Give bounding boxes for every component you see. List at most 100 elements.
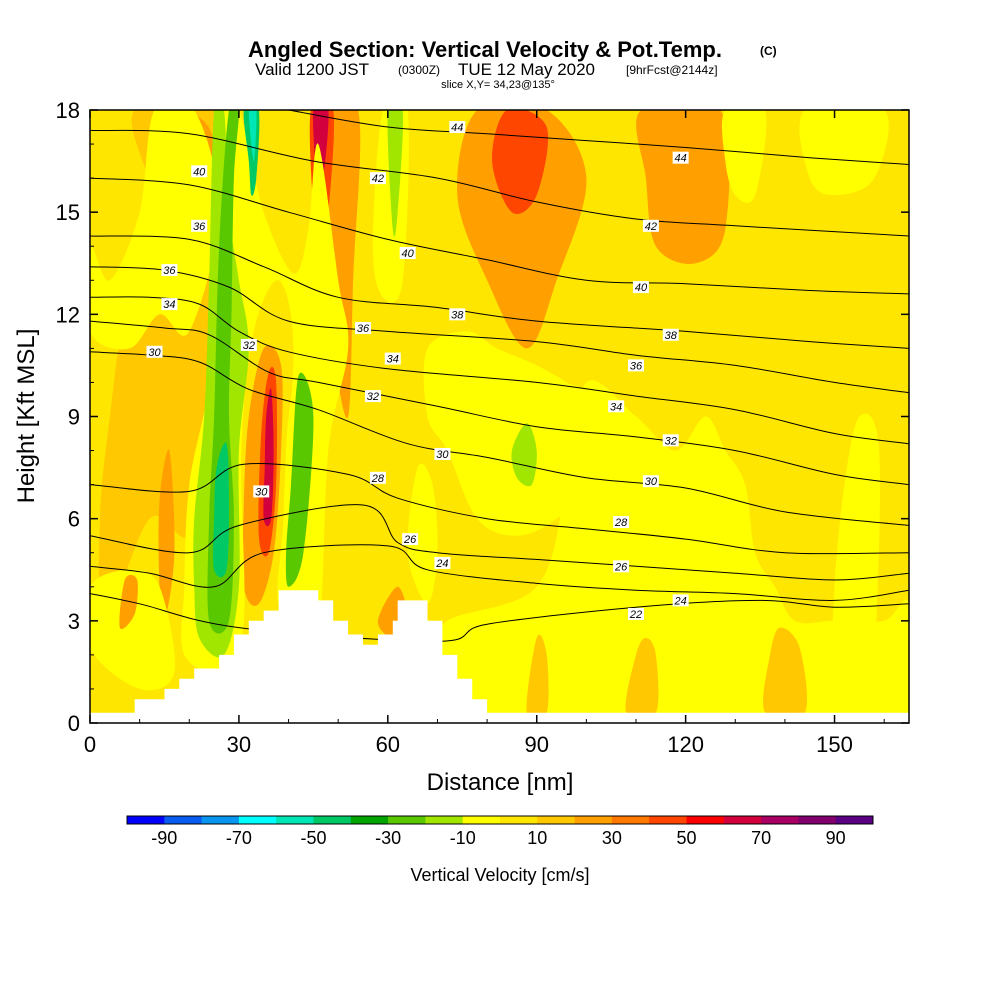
colorbar-ticks: -90 -70 -50 -30 -10 10 30 50 70 90: [151, 828, 845, 848]
x-axis-label: Distance [nm]: [427, 769, 574, 796]
contour-label-bg: [628, 359, 644, 372]
colorbar-swatch: [761, 816, 799, 824]
colorbar-swatch: [276, 816, 314, 824]
velocity-region: [832, 413, 880, 707]
colorbar-swatch: [723, 816, 762, 824]
forecast-info: [9hrFcst@2144z]: [626, 63, 718, 77]
colorbar-tick-label: 50: [676, 828, 696, 848]
colorbar-swatch: [164, 816, 203, 824]
x-axis: 0 30 60 90 120 150: [84, 110, 885, 757]
contour-label: 24: [674, 595, 687, 607]
contour-label-bg: [434, 556, 451, 569]
colorbar-tick-label: 70: [751, 828, 771, 848]
contour-label-bg: [191, 165, 208, 178]
colorbar-tick-label: -70: [226, 828, 252, 848]
x-tick-label: 90: [524, 732, 548, 757]
contour-label: 28: [371, 473, 385, 485]
contour-label: 36: [193, 221, 206, 233]
colorbar-swatch: [127, 816, 165, 824]
velocity-region: [636, 110, 730, 264]
colorbar-swatch: [201, 816, 240, 824]
colorbar-swatch: [350, 816, 389, 824]
velocity-region: [119, 574, 138, 630]
contour-label-bg: [672, 151, 689, 164]
x-tick-label: 0: [84, 732, 96, 757]
contour-label: 30: [645, 476, 658, 488]
colorbar-swatch: [686, 816, 725, 824]
y-tick-label: 3: [68, 609, 80, 634]
theta-contour-36: [90, 266, 909, 394]
contour-label: 38: [665, 330, 678, 342]
chart-title: Angled Section: Vertical Velocity & Pot.…: [248, 37, 722, 62]
slice-info: slice X,Y= 34,23@135°: [441, 79, 555, 91]
contour-label: 44: [451, 122, 463, 134]
contour-label: 32: [367, 391, 379, 403]
velocity-region: [90, 569, 175, 691]
contour-label: 38: [451, 309, 464, 321]
colorbar-swatch: [574, 816, 613, 824]
contour-label-bg: [191, 219, 208, 232]
velocity-region: [799, 110, 889, 196]
contour-label: 28: [614, 517, 628, 529]
valid-time-line: Valid 1200 JST (0300Z) TUE 12 May 2020 […: [255, 60, 718, 79]
colorbar-swatch: [425, 816, 464, 824]
theta-contour-24: [90, 544, 909, 601]
contour-label: 42: [372, 173, 384, 185]
theta-contour-42: [90, 129, 909, 237]
colorbar-swatch: [798, 816, 837, 824]
valid-prefix: Valid 1200 JST: [255, 60, 369, 79]
colorbar-tick-label: 90: [826, 828, 846, 848]
colorbar-swatch: [611, 816, 650, 824]
contour-label: 22: [629, 609, 642, 621]
colorbar-tick-label: 30: [602, 828, 622, 848]
contour-label: 36: [630, 360, 643, 372]
velocity-region: [90, 110, 220, 350]
vertical-velocity-field: [90, 110, 909, 722]
velocity-region: [763, 627, 808, 721]
velocity-region: [625, 637, 659, 720]
contour-label-bg: [399, 247, 416, 260]
contour-label-bg: [161, 264, 178, 277]
colorbar-tick-label: -10: [450, 828, 476, 848]
theta-contour-26: [90, 504, 909, 581]
colorbar-tick-label: 10: [527, 828, 547, 848]
colorbar-tick-label: -50: [300, 828, 326, 848]
contour-labels: 40 36 36 34 30 32 30 44 42 40 38 36 34 32 30 28 26 24 44 42…: [146, 121, 689, 621]
x-tick-label: 150: [816, 732, 853, 757]
contour-label-bg: [449, 308, 466, 321]
velocity-region: [721, 110, 767, 203]
contour-label-bg: [369, 471, 386, 484]
contour-label: 40: [635, 282, 648, 294]
y-tick-label: 9: [68, 405, 80, 430]
velocity-region: [423, 331, 590, 536]
contour-label: 34: [610, 401, 622, 413]
theta-contour-32: [90, 320, 909, 486]
colorbar: [126, 815, 874, 825]
contour-label-bg: [449, 121, 466, 134]
velocity-region: [407, 463, 438, 604]
velocity-region: [387, 110, 404, 237]
theta-contour-40: [90, 177, 909, 295]
contour-label: 42: [645, 221, 657, 233]
velocity-region: [248, 110, 257, 162]
contour-label-bg: [253, 485, 270, 498]
contour-label-bg: [402, 533, 419, 546]
contour-label: 36: [163, 265, 176, 277]
contour-label-bg: [146, 345, 163, 358]
title-mark: (C): [760, 44, 777, 58]
contour-label: 32: [665, 435, 677, 447]
contour-label: 32: [243, 340, 255, 352]
velocity-region: [457, 110, 587, 349]
velocity-region: [511, 423, 537, 487]
contour-label-bg: [613, 516, 630, 529]
y-tick-label: 6: [68, 507, 80, 532]
contour-label: 40: [193, 166, 206, 178]
colorbar-tick-label: -30: [375, 828, 401, 848]
velocity-region: [285, 372, 314, 587]
contour-label-bg: [434, 447, 451, 460]
y-tick-label: 18: [56, 98, 80, 123]
contour-label: 34: [387, 354, 399, 366]
colorbar-label: Vertical Velocity [cm/s]: [410, 865, 589, 885]
contour-label-bg: [240, 338, 257, 351]
